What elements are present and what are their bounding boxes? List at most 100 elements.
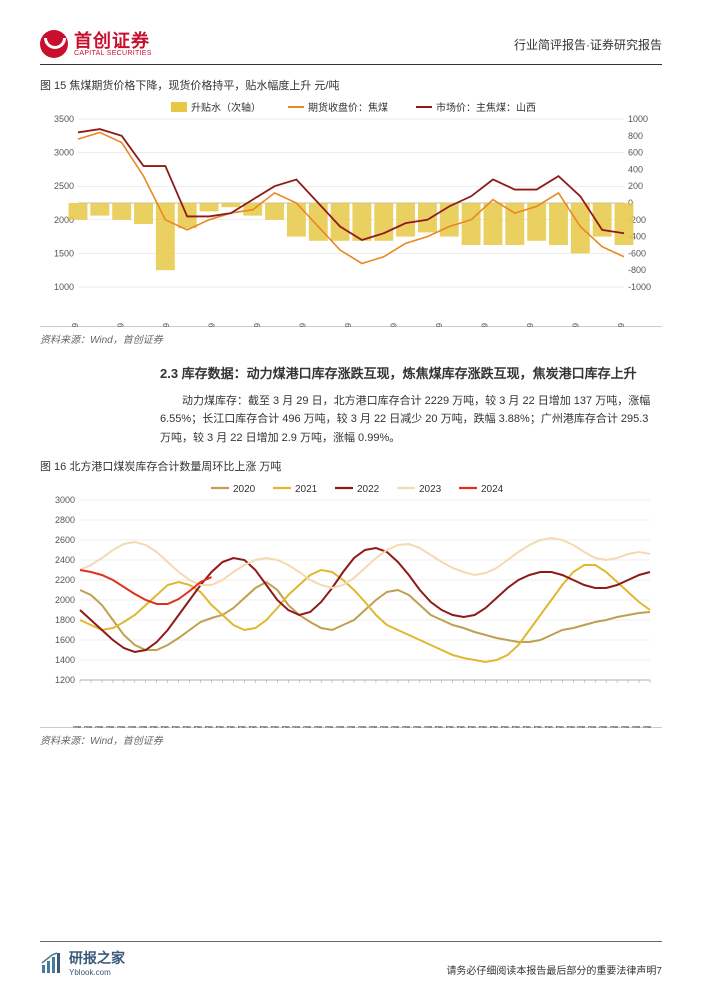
- svg-text:第20周: 第20周: [280, 725, 290, 728]
- page-footer: 研报之家 Yblook.com 请务必仔细阅读本报告最后部分的重要法律声明7: [40, 941, 662, 977]
- svg-text:第7周: 第7周: [138, 725, 148, 728]
- svg-text:第9周: 第9周: [160, 725, 170, 728]
- svg-text:第45周: 第45周: [554, 725, 564, 728]
- svg-text:第23周: 第23周: [313, 725, 323, 728]
- svg-text:第12周: 第12周: [193, 725, 203, 728]
- svg-text:第47周: 第47周: [576, 725, 586, 728]
- section-2-3-body: 动力煤库存：截至 3 月 29 日，北方港口库存合计 2229 万吨，较 3 月…: [160, 392, 662, 448]
- svg-text:2600: 2600: [55, 535, 75, 545]
- svg-text:-1000: -1000: [628, 282, 651, 292]
- svg-text:2022-11-29: 2022-11-29: [253, 322, 262, 327]
- svg-text:第48周: 第48周: [587, 725, 597, 728]
- svg-text:第32周: 第32周: [412, 725, 422, 728]
- svg-text:第31周: 第31周: [401, 725, 411, 728]
- svg-text:第17周: 第17周: [247, 725, 257, 728]
- svg-text:3500: 3500: [54, 114, 74, 124]
- svg-text:2021: 2021: [295, 484, 318, 495]
- svg-text:2200: 2200: [55, 575, 75, 585]
- svg-text:2023-07-29: 2023-07-29: [435, 322, 444, 327]
- svg-text:第13周: 第13周: [204, 725, 214, 728]
- svg-text:1000: 1000: [628, 114, 648, 124]
- svg-text:第30周: 第30周: [390, 725, 400, 728]
- svg-text:第5周: 第5周: [116, 725, 126, 728]
- watermark-sub: Yblook.com: [69, 968, 125, 977]
- svg-text:2400: 2400: [55, 555, 75, 565]
- svg-text:1400: 1400: [55, 655, 75, 665]
- svg-text:-600: -600: [628, 248, 646, 258]
- svg-text:第1周: 第1周: [72, 725, 82, 728]
- svg-text:400: 400: [628, 164, 643, 174]
- logo-cn: 首创证券: [74, 32, 152, 50]
- svg-text:2024-03-29: 2024-03-29: [617, 322, 626, 327]
- fig16-source: 资料来源：Wind，首创证券: [40, 732, 662, 747]
- svg-text:2024: 2024: [481, 484, 504, 495]
- svg-text:第16周: 第16周: [236, 725, 246, 728]
- svg-text:第2周: 第2周: [83, 725, 93, 728]
- svg-text:第40周: 第40周: [500, 725, 510, 728]
- svg-text:第14周: 第14周: [215, 725, 225, 728]
- svg-text:2023: 2023: [419, 484, 442, 495]
- svg-text:第46周: 第46周: [565, 725, 575, 728]
- svg-text:第11周: 第11周: [182, 725, 192, 728]
- svg-text:市场价：主焦煤：山西: 市场价：主焦煤：山西: [436, 101, 536, 114]
- svg-text:1800: 1800: [55, 615, 75, 625]
- svg-text:第42周: 第42周: [521, 725, 531, 728]
- svg-text:第49周: 第49周: [598, 725, 608, 728]
- logo-en: CAPITAL SECURITIES: [74, 50, 152, 57]
- svg-text:2022-09-29: 2022-09-29: [208, 322, 217, 327]
- svg-text:第39周: 第39周: [489, 725, 499, 728]
- svg-text:第52周: 第52周: [631, 725, 641, 728]
- svg-text:1600: 1600: [55, 635, 75, 645]
- svg-text:2022-05-29: 2022-05-29: [117, 322, 126, 327]
- svg-text:第50周: 第50周: [609, 725, 619, 728]
- disclaimer: 请务必仔细阅读本报告最后部分的重要法律声明7: [446, 962, 662, 977]
- svg-text:2022: 2022: [357, 484, 380, 495]
- svg-text:第37周: 第37周: [467, 725, 477, 728]
- svg-text:第27周: 第27周: [357, 725, 367, 728]
- svg-text:2023-09-29: 2023-09-29: [481, 322, 490, 327]
- svg-text:第15周: 第15周: [225, 725, 235, 728]
- fig15-title: 图 15 焦煤期货价格下降，现货价格持平，贴水幅度上升 元/吨: [40, 77, 662, 93]
- svg-text:第25周: 第25周: [335, 725, 345, 728]
- svg-text:第29周: 第29周: [379, 725, 389, 728]
- svg-text:第36周: 第36周: [456, 725, 466, 728]
- svg-text:2020: 2020: [233, 484, 256, 495]
- svg-text:第24周: 第24周: [324, 725, 334, 728]
- header-category: 行业简评报告·证券研究报告: [514, 36, 662, 53]
- page-header: 首创证券 CAPITAL SECURITIES 行业简评报告·证券研究报告: [40, 30, 662, 65]
- logo-icon: [40, 30, 68, 58]
- svg-text:第43周: 第43周: [532, 725, 542, 728]
- svg-text:第34周: 第34周: [434, 725, 444, 728]
- svg-text:3000: 3000: [54, 148, 74, 158]
- svg-text:2022-07-29: 2022-07-29: [162, 322, 171, 327]
- svg-text:1000: 1000: [54, 282, 74, 292]
- svg-text:1200: 1200: [55, 675, 75, 685]
- svg-text:第4周: 第4周: [105, 725, 115, 728]
- svg-text:3000: 3000: [55, 495, 75, 505]
- svg-text:第51周: 第51周: [620, 725, 630, 728]
- svg-text:1500: 1500: [54, 248, 74, 258]
- fig15-chart: 升贴水（次轴）期货收盘价：焦煤市场价：主焦煤：山西100015002000250…: [40, 97, 662, 327]
- svg-text:2024-01-29: 2024-01-29: [572, 322, 581, 327]
- svg-text:2023-01-29: 2023-01-29: [299, 322, 308, 327]
- svg-text:2023-03-29: 2023-03-29: [344, 322, 353, 327]
- svg-text:2023-05-29: 2023-05-29: [390, 322, 399, 327]
- svg-text:600: 600: [628, 148, 643, 158]
- fig16-title: 图 16 北方港口煤炭库存合计数量周环比上涨 万吨: [40, 458, 662, 474]
- svg-text:第6周: 第6周: [127, 725, 137, 728]
- svg-text:2022-03-29: 2022-03-29: [71, 322, 80, 327]
- svg-text:第3周: 第3周: [94, 725, 104, 728]
- svg-text:2500: 2500: [54, 181, 74, 191]
- svg-text:200: 200: [628, 181, 643, 191]
- svg-text:800: 800: [628, 131, 643, 141]
- svg-text:-800: -800: [628, 265, 646, 275]
- watermark-text: 研报之家: [69, 948, 125, 968]
- svg-text:第33周: 第33周: [423, 725, 433, 728]
- fig16-chart: 2020 2021 2022 2023 2024 1200 1400 1600 1800 2000…: [40, 478, 662, 728]
- svg-text:2000: 2000: [55, 595, 75, 605]
- svg-text:第28周: 第28周: [368, 725, 378, 728]
- svg-text:第53周: 第53周: [642, 725, 652, 728]
- svg-text:2023-11-29: 2023-11-29: [526, 322, 535, 327]
- svg-text:期货收盘价：焦煤: 期货收盘价：焦煤: [308, 101, 388, 114]
- section-2-3-title: 2.3 库存数据：动力煤港口库存涨跌互现，炼焦煤库存涨跌互现，焦炭港口库存上升: [160, 364, 662, 384]
